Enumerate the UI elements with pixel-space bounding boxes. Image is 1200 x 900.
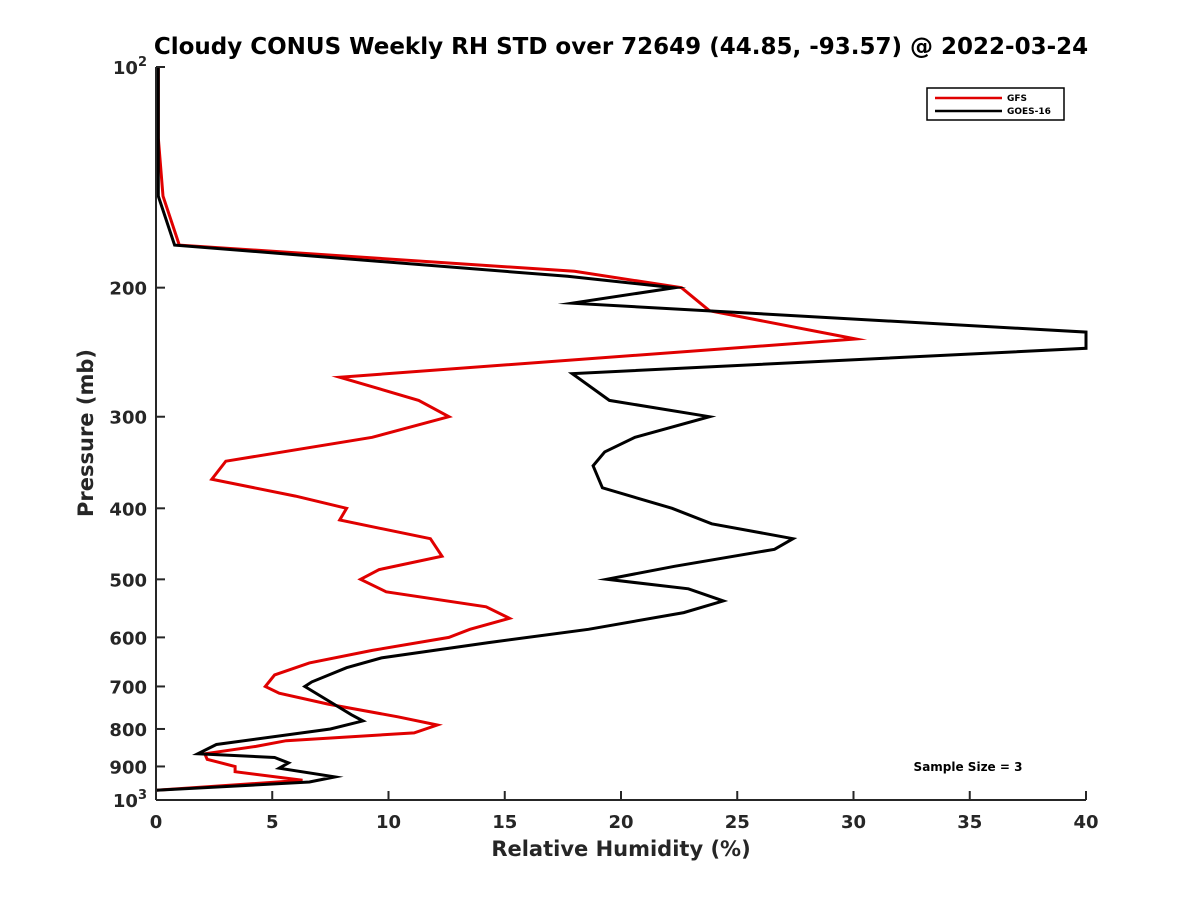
x-axis-label: Relative Humidity (%) <box>491 837 750 861</box>
legend-box <box>926 87 1065 121</box>
x-tick-label: 30 <box>841 812 866 833</box>
x-tick-label: 0 <box>150 812 163 833</box>
x-tick-label: 15 <box>492 812 517 833</box>
axes-background <box>156 67 1086 800</box>
plot-area <box>156 67 1088 800</box>
chart-title: Cloudy CONUS Weekly RH STD over 72649 (4… <box>154 34 1088 60</box>
x-tick-label: 10 <box>376 812 401 833</box>
x-tick-label: 35 <box>957 812 982 833</box>
legend-label-goes16: GOES-16 <box>1007 107 1051 117</box>
ticks-layer: 0 5 10 15 20 25 30 35 40 102 200 300 400 500 600 700 800… <box>109 55 1098 833</box>
y-tick-label: 900 <box>109 757 147 778</box>
y-axis-label: Pressure (mb) <box>74 349 98 517</box>
legend: GFS GOES-16 <box>926 87 1065 121</box>
y-tick-label: 102 <box>113 55 147 79</box>
y-tick-label: 800 <box>109 720 147 741</box>
x-tick-label: 40 <box>1073 812 1098 833</box>
series-layer <box>156 67 1088 792</box>
legend-label-gfs: GFS <box>1007 94 1027 104</box>
y-tick-label: 300 <box>109 408 147 429</box>
y-tick-label: 600 <box>109 628 147 649</box>
x-tick-label: 25 <box>725 812 750 833</box>
series-line-gfs <box>156 67 868 792</box>
y-tick-label: 103 <box>113 788 147 812</box>
y-tick-label: 200 <box>109 279 147 300</box>
sample-size-annotation: Sample Size = 3 <box>914 760 1023 774</box>
y-tick-label: 700 <box>109 677 147 698</box>
y-tick-label: 400 <box>109 499 147 520</box>
x-tick-label: 20 <box>608 812 633 833</box>
x-tick-label: 5 <box>266 812 279 833</box>
series-line-goes16 <box>156 67 1088 792</box>
y-tick-label: 500 <box>109 570 147 591</box>
